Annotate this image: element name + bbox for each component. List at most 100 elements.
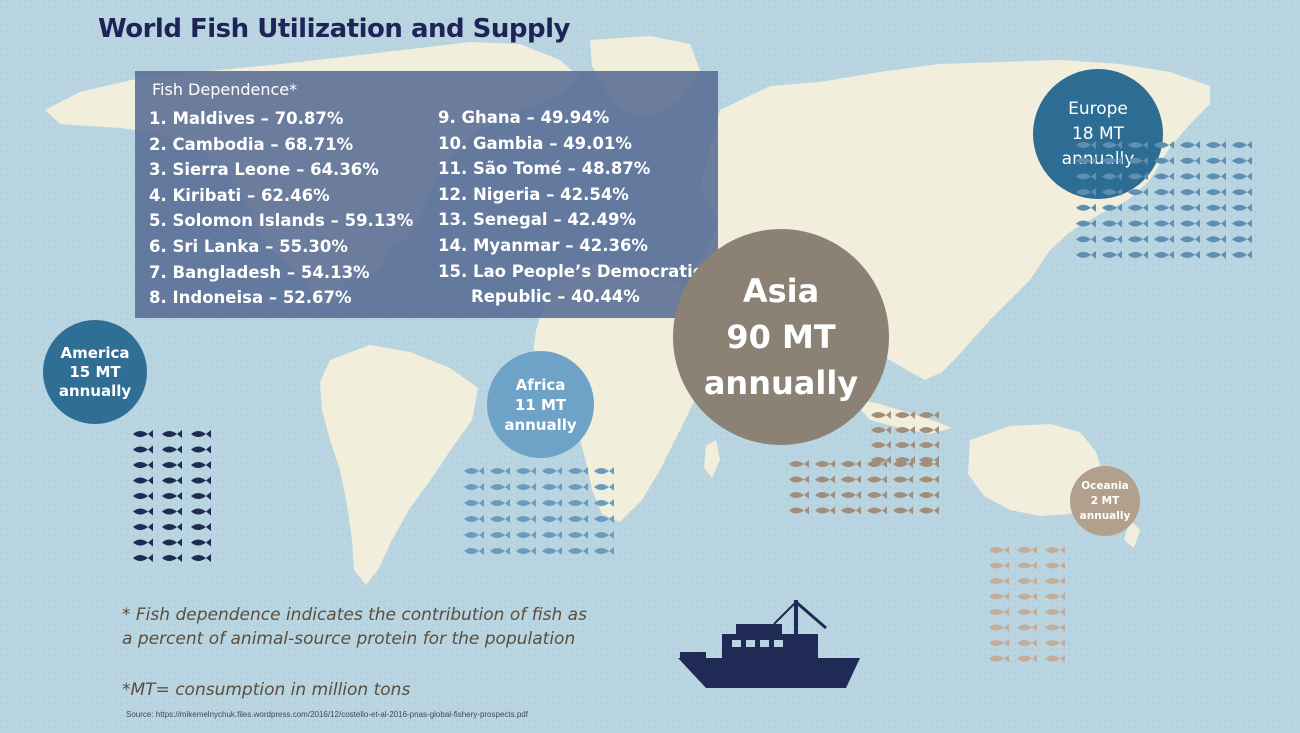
africa-consumption-circle: Africa 11 MT annually [487, 351, 594, 458]
fish-icon [191, 507, 211, 516]
fish-icon [1206, 156, 1226, 165]
fish-icon [1180, 156, 1200, 165]
fish-icon [871, 411, 891, 419]
region-amount: 15 MT [69, 362, 121, 381]
fish-icon [1232, 172, 1252, 181]
fish-icon [162, 430, 182, 438]
list-item: 5. Solomon Islands – 59.13% [149, 211, 414, 231]
fish-icon [919, 441, 939, 449]
fish-icon [490, 515, 510, 523]
fish-icon [1045, 561, 1065, 570]
fish-icon [594, 467, 614, 475]
fish-icon [919, 475, 939, 484]
list-item: 12. Nigeria – 42.54% [438, 184, 629, 204]
fish-icon [133, 538, 153, 547]
region-amount: 90 MT [726, 318, 836, 356]
fish-icon [542, 547, 562, 555]
region-name: Oceania [1081, 479, 1129, 492]
fish-icon [464, 499, 484, 507]
fish-icon [1017, 546, 1037, 554]
fish-icon [1206, 250, 1226, 259]
fish-icon [568, 467, 588, 475]
fish-icon [841, 460, 861, 468]
fish-icon [133, 554, 153, 562]
fish-icon [1180, 141, 1200, 149]
fish-icon [867, 491, 887, 499]
fish-icon [162, 445, 182, 454]
fish-icon [1180, 250, 1200, 259]
fish-icon [1076, 250, 1096, 259]
region-amount: 2 MT [1090, 494, 1120, 507]
fish-icon [1154, 188, 1174, 197]
fish-icon [1154, 203, 1174, 212]
oceania-fish-icons [987, 544, 1071, 668]
list-item: 14. Myanmar – 42.36% [438, 235, 648, 255]
fish-icon [1128, 141, 1148, 149]
fish-icon [490, 531, 510, 539]
fish-icon [1206, 188, 1226, 197]
fish-icon [867, 475, 887, 484]
fish-icon [1180, 219, 1200, 228]
europe-fish-icons [1074, 139, 1256, 265]
region-amount: 11 MT [514, 395, 567, 414]
fish-icon [1017, 639, 1037, 647]
fish-icon [1017, 608, 1037, 616]
list-item: 9. Ghana – 49.94% [438, 108, 610, 127]
fish-icon [1076, 172, 1096, 181]
fish-icon [841, 491, 861, 499]
fish-icon [919, 491, 939, 499]
fish-icon [1154, 250, 1174, 259]
fish-icon [841, 506, 861, 515]
fish-icon [815, 460, 835, 468]
region-period: annually [1061, 148, 1135, 169]
fish-icon [1128, 172, 1148, 181]
fish-icon [464, 467, 484, 475]
list-item: 10. Gambia – 49.01% [438, 133, 632, 153]
fish-icon [191, 445, 211, 454]
fish-icon [1045, 608, 1065, 616]
fish-icon [542, 483, 562, 491]
fish-icon [1045, 592, 1065, 601]
fish-icon [989, 577, 1009, 585]
fish-icon [490, 499, 510, 507]
fish-icon [1045, 654, 1065, 663]
fish-icon [133, 476, 153, 485]
fish-icon [516, 499, 536, 507]
fish-icon [594, 483, 614, 491]
fish-dependence-heading: Fish Dependence* [152, 80, 298, 99]
fish-icon [893, 506, 913, 515]
fish-icon [815, 491, 835, 499]
fish-icon [1206, 141, 1226, 149]
fish-icon [464, 547, 484, 555]
fish-icon [1154, 156, 1174, 165]
fish-icon [162, 523, 182, 531]
region-period: annually [1079, 509, 1131, 522]
asia-consumption-circle: Asia 90 MT annually [673, 229, 889, 445]
africa-landmass [532, 262, 712, 522]
fish-icon [191, 476, 211, 485]
fish-icon [989, 592, 1009, 601]
fish-icon [895, 411, 915, 419]
fish-icon [1102, 219, 1122, 228]
america-fish-icons [131, 428, 218, 568]
fish-icon [162, 554, 182, 562]
fish-icon [133, 445, 153, 454]
fish-icon [1076, 203, 1096, 212]
fish-dependence-panel: Fish Dependence* 1. Maldives – 70.87% 2.… [135, 71, 718, 318]
fish-icon [1154, 219, 1174, 228]
list-item: 4. Kiribati – 62.46% [149, 185, 330, 205]
fish-icon [1232, 219, 1252, 228]
fish-icon [1102, 250, 1122, 259]
asia-fish-icons-upper [869, 409, 941, 469]
fish-icon [542, 531, 562, 539]
fish-icon [1102, 235, 1122, 244]
fish-icon [464, 483, 484, 491]
fish-icon [1128, 156, 1148, 165]
fish-icon [594, 499, 614, 507]
fish-icon [594, 531, 614, 539]
fish-icon [133, 492, 153, 500]
fish-icon [1102, 188, 1122, 197]
fish-icon [867, 506, 887, 515]
region-period: annually [703, 364, 859, 402]
fish-icon [542, 499, 562, 507]
